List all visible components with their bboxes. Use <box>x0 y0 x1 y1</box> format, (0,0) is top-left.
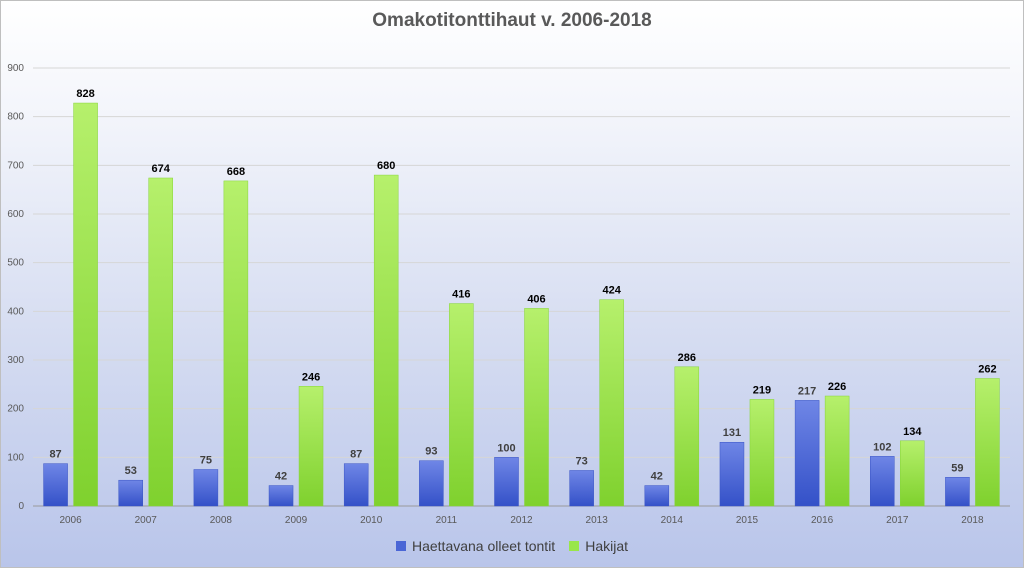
legend-swatch-hakijat <box>569 541 580 551</box>
bar-hakijat-2017 <box>900 440 925 507</box>
bar-hakijat-2013 <box>599 299 624 507</box>
data-label: 424 <box>602 285 621 297</box>
data-label: 100 <box>497 442 515 454</box>
bar-haettavana-2010 <box>343 463 369 507</box>
bars <box>43 102 1000 507</box>
data-label: 102 <box>873 441 891 453</box>
data-label: 73 <box>576 455 588 467</box>
data-label: 406 <box>527 293 545 305</box>
y-tick-label: 600 <box>7 209 24 220</box>
chart-title: Omakotitonttihaut v. 2006-2018 <box>372 10 652 31</box>
data-label: 75 <box>200 455 212 467</box>
x-tick-label: 2017 <box>886 515 909 526</box>
bar-haettavana-2018 <box>945 477 970 507</box>
bar-haettavana-2009 <box>268 485 294 507</box>
bar-haettavana-2013 <box>569 470 594 507</box>
data-label: 226 <box>828 381 846 393</box>
bar-haettavana-2006 <box>43 463 68 507</box>
data-label: 42 <box>651 471 663 483</box>
x-axis: 2006 2007 2008 2009 2010 2011 2012 2013 2014 2015… <box>59 515 984 526</box>
bar-hakijat-2006 <box>73 102 98 507</box>
y-tick-label: 800 <box>7 112 24 123</box>
y-tick-label: 200 <box>7 404 24 415</box>
data-label: 674 <box>152 163 171 175</box>
bar-hakijat-2008 <box>223 180 249 507</box>
bar-hakijat-2009 <box>298 386 324 507</box>
data-label: 680 <box>377 160 395 172</box>
legend-item-haettavana: Haettavana olleet tontit <box>395 538 556 554</box>
x-tick-label: 2013 <box>586 515 609 526</box>
y-tick-label: 700 <box>7 160 24 171</box>
data-label: 262 <box>978 363 996 375</box>
x-tick-label: 2016 <box>811 515 834 526</box>
y-tick-label: 900 <box>7 63 24 74</box>
legend-swatch-haettavana <box>395 541 406 551</box>
bar-hakijat-2007 <box>148 177 173 507</box>
data-label: 134 <box>903 426 922 438</box>
bar-haettavana-2016 <box>794 400 820 507</box>
bar-haettavana-2011 <box>419 460 444 507</box>
x-tick-label: 2006 <box>59 515 82 526</box>
y-tick-label: 100 <box>7 452 24 463</box>
y-tick-label: 300 <box>7 355 24 366</box>
legend-label-haettavana: Haettavana olleet tontit <box>411 538 556 554</box>
legend-item-hakijat: Hakijat <box>569 538 628 554</box>
data-label: 668 <box>227 166 245 178</box>
data-label: 219 <box>753 384 771 396</box>
data-label: 217 <box>798 385 816 397</box>
bar-hakijat-2016 <box>824 395 850 507</box>
x-tick-label: 2012 <box>510 515 533 526</box>
bar-hakijat-2015 <box>749 399 775 507</box>
x-tick-label: 2014 <box>661 515 684 526</box>
y-tick-label: 0 <box>18 501 24 512</box>
legend-label-hakijat: Hakijat <box>585 538 628 554</box>
data-label: 286 <box>678 352 696 364</box>
data-label: 93 <box>425 446 437 458</box>
bar-hakijat-2018 <box>975 378 1000 507</box>
data-label: 416 <box>452 289 470 301</box>
bar-haettavana-2015 <box>719 441 745 507</box>
x-tick-label: 2011 <box>436 515 458 526</box>
x-tick-label: 2008 <box>210 515 233 526</box>
bar-hakijat-2011 <box>449 303 474 507</box>
bar-haettavana-2007 <box>118 479 143 507</box>
data-label: 246 <box>302 371 320 383</box>
legend: Haettavana olleet tontit Hakijat <box>0 538 1024 554</box>
data-labels: 87 828 53 674 75 668 42 246 87 680 93 416 100 406 73 42… <box>49 88 996 483</box>
bar-haettavana-2012 <box>494 457 519 507</box>
x-tick-label: 2018 <box>961 515 984 526</box>
data-label: 42 <box>275 471 287 483</box>
bar-haettavana-2017 <box>870 456 895 507</box>
bar-hakijat-2010 <box>373 174 399 507</box>
data-label: 87 <box>350 449 362 461</box>
data-label: 53 <box>125 465 137 477</box>
bar-hakijat-2014 <box>674 366 700 507</box>
y-tick-label: 500 <box>7 258 24 269</box>
data-label: 59 <box>951 462 963 474</box>
bar-haettavana-2008 <box>193 469 219 507</box>
data-label: 87 <box>49 449 61 461</box>
gridlines <box>33 67 1010 507</box>
x-tick-label: 2010 <box>360 515 383 526</box>
bar-haettavana-2014 <box>644 485 670 507</box>
bar-hakijat-2012 <box>524 308 549 507</box>
y-tick-label: 400 <box>7 306 24 317</box>
data-label: 131 <box>723 427 741 439</box>
x-tick-label: 2007 <box>135 515 158 526</box>
y-axis: 0 100 200 300 400 500 600 700 800 900 <box>7 63 24 512</box>
x-tick-label: 2015 <box>736 515 759 526</box>
x-tick-label: 2009 <box>285 515 308 526</box>
data-label: 828 <box>76 88 94 100</box>
